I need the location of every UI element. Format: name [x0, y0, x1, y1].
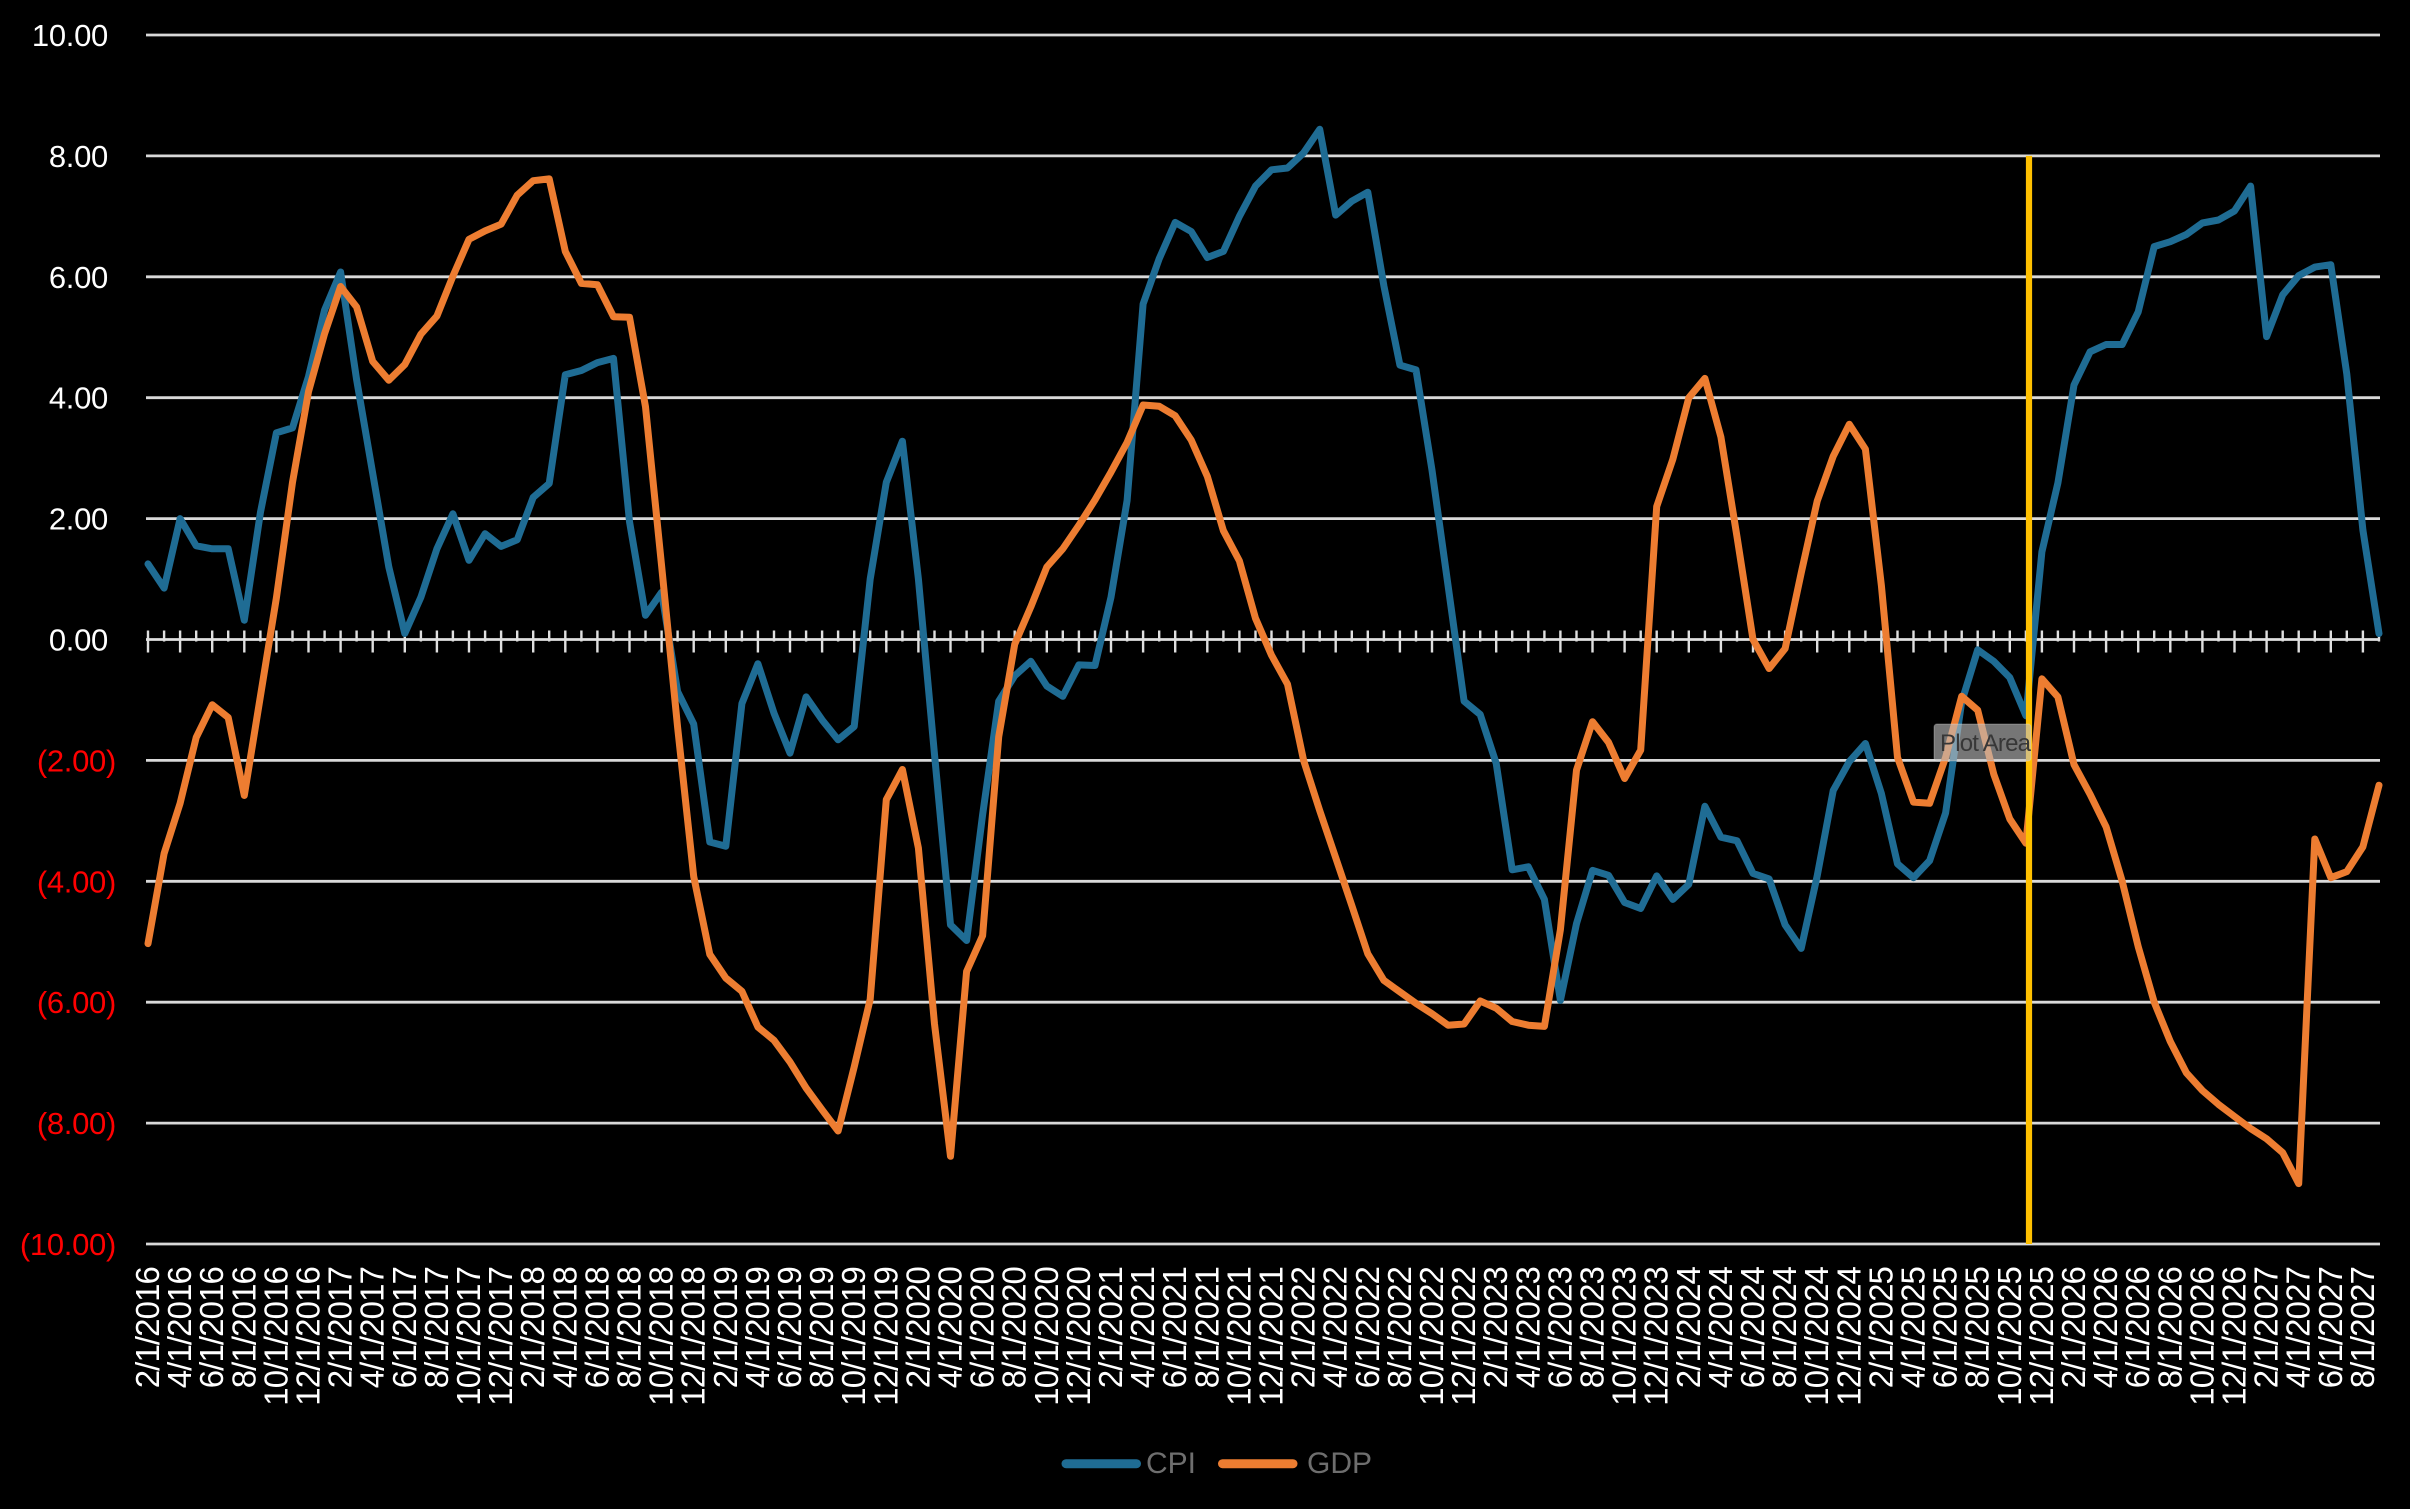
svg-text:6/1/2021: 6/1/2021 [1156, 1267, 1193, 1388]
svg-text:10/1/2026: 10/1/2026 [2183, 1267, 2220, 1406]
svg-text:6/1/2024: 6/1/2024 [1734, 1266, 1771, 1388]
svg-text:8/1/2018: 8/1/2018 [611, 1267, 648, 1388]
svg-text:8/1/2023: 8/1/2023 [1574, 1267, 1611, 1388]
svg-text:4/1/2022: 4/1/2022 [1317, 1267, 1354, 1388]
svg-text:10/1/2018: 10/1/2018 [643, 1267, 680, 1406]
svg-text:8/1/2027: 8/1/2027 [2344, 1267, 2381, 1388]
svg-text:2/1/2019: 2/1/2019 [707, 1267, 744, 1388]
svg-text:6/1/2026: 6/1/2026 [2119, 1267, 2156, 1388]
svg-text:10/1/2017: 10/1/2017 [450, 1267, 487, 1406]
svg-text:8/1/2017: 8/1/2017 [418, 1267, 455, 1388]
svg-text:0.00: 0.00 [49, 623, 108, 658]
svg-text:10/1/2019: 10/1/2019 [835, 1267, 872, 1406]
svg-text:(8.00): (8.00) [37, 1106, 116, 1141]
svg-text:4/1/2021: 4/1/2021 [1124, 1267, 1161, 1388]
svg-text:10/1/2023: 10/1/2023 [1606, 1267, 1643, 1406]
svg-text:8/1/2025: 8/1/2025 [1959, 1267, 1996, 1388]
svg-text:2/1/2021: 2/1/2021 [1092, 1267, 1129, 1388]
svg-text:6/1/2017: 6/1/2017 [386, 1267, 423, 1388]
svg-text:2/1/2025: 2/1/2025 [1862, 1267, 1899, 1388]
svg-text:6/1/2025: 6/1/2025 [1927, 1267, 1964, 1388]
svg-text:10.00: 10.00 [32, 18, 108, 53]
svg-text:4/1/2025: 4/1/2025 [1895, 1267, 1932, 1388]
svg-text:12/1/2021: 12/1/2021 [1253, 1267, 1290, 1406]
svg-text:12/1/2018: 12/1/2018 [675, 1267, 712, 1406]
svg-text:2/1/2026: 2/1/2026 [2055, 1267, 2092, 1388]
svg-text:12/1/2022: 12/1/2022 [1445, 1267, 1482, 1406]
svg-text:4/1/2018: 4/1/2018 [546, 1267, 583, 1388]
svg-text:10/1/2016: 10/1/2016 [257, 1267, 294, 1406]
svg-text:12/1/2019: 12/1/2019 [867, 1267, 904, 1406]
svg-text:4/1/2024: 4/1/2024 [1702, 1266, 1739, 1388]
svg-text:8/1/2026: 8/1/2026 [2151, 1267, 2188, 1388]
svg-text:2/1/2016: 2/1/2016 [129, 1267, 166, 1388]
svg-text:4.00: 4.00 [49, 381, 108, 416]
svg-text:8.00: 8.00 [49, 139, 108, 174]
svg-text:12/1/2016: 12/1/2016 [290, 1267, 327, 1406]
svg-text:6/1/2019: 6/1/2019 [771, 1267, 808, 1388]
svg-text:(10.00): (10.00) [20, 1227, 116, 1262]
svg-text:6/1/2023: 6/1/2023 [1541, 1267, 1578, 1388]
svg-text:10/1/2021: 10/1/2021 [1220, 1267, 1257, 1406]
svg-text:(4.00): (4.00) [37, 864, 116, 899]
svg-text:10/1/2020: 10/1/2020 [1028, 1266, 1065, 1405]
svg-text:12/1/2017: 12/1/2017 [482, 1267, 519, 1406]
svg-text:10/1/2025: 10/1/2025 [1991, 1267, 2028, 1406]
svg-text:10/1/2022: 10/1/2022 [1413, 1267, 1450, 1406]
svg-text:2/1/2017: 2/1/2017 [322, 1267, 359, 1388]
svg-text:2/1/2023: 2/1/2023 [1477, 1267, 1514, 1388]
svg-text:4/1/2019: 4/1/2019 [739, 1267, 776, 1388]
svg-text:GDP: GDP [1307, 1447, 1372, 1480]
svg-text:Plot Area: Plot Area [1940, 730, 2032, 757]
svg-text:6/1/2018: 6/1/2018 [578, 1267, 615, 1388]
svg-text:4/1/2027: 4/1/2027 [2280, 1267, 2317, 1388]
svg-text:(6.00): (6.00) [37, 985, 116, 1020]
svg-text:6/1/2020: 6/1/2020 [964, 1266, 1001, 1388]
svg-text:6/1/2027: 6/1/2027 [2312, 1267, 2349, 1388]
svg-text:2/1/2027: 2/1/2027 [2248, 1267, 2285, 1388]
svg-text:6.00: 6.00 [49, 260, 108, 295]
svg-text:8/1/2019: 8/1/2019 [803, 1267, 840, 1388]
svg-text:4/1/2023: 4/1/2023 [1509, 1267, 1546, 1388]
svg-text:2/1/2024: 2/1/2024 [1670, 1266, 1707, 1388]
svg-text:6/1/2022: 6/1/2022 [1349, 1267, 1386, 1388]
svg-text:8/1/2020: 8/1/2020 [996, 1266, 1033, 1388]
svg-text:12/1/2025: 12/1/2025 [2023, 1267, 2060, 1406]
svg-text:8/1/2016: 8/1/2016 [225, 1267, 262, 1388]
svg-text:4/1/2017: 4/1/2017 [354, 1267, 391, 1388]
svg-text:2/1/2020: 2/1/2020 [899, 1266, 936, 1388]
svg-text:(2.00): (2.00) [37, 743, 116, 778]
svg-text:12/1/2020: 12/1/2020 [1060, 1266, 1097, 1405]
svg-text:8/1/2024: 8/1/2024 [1766, 1266, 1803, 1388]
svg-text:12/1/2024: 12/1/2024 [1830, 1266, 1867, 1405]
svg-text:4/1/2020: 4/1/2020 [932, 1266, 969, 1388]
svg-text:2/1/2022: 2/1/2022 [1285, 1267, 1322, 1388]
svg-text:4/1/2026: 4/1/2026 [2087, 1267, 2124, 1388]
svg-text:12/1/2026: 12/1/2026 [2216, 1267, 2253, 1406]
svg-text:6/1/2016: 6/1/2016 [193, 1267, 230, 1388]
svg-text:12/1/2023: 12/1/2023 [1638, 1267, 1675, 1406]
svg-text:2.00: 2.00 [49, 502, 108, 537]
svg-text:8/1/2021: 8/1/2021 [1188, 1267, 1225, 1388]
svg-text:2/1/2018: 2/1/2018 [514, 1267, 551, 1388]
svg-text:4/1/2016: 4/1/2016 [161, 1267, 198, 1388]
svg-text:8/1/2022: 8/1/2022 [1381, 1267, 1418, 1388]
svg-text:10/1/2024: 10/1/2024 [1798, 1266, 1835, 1405]
svg-text:CPI: CPI [1146, 1447, 1196, 1480]
